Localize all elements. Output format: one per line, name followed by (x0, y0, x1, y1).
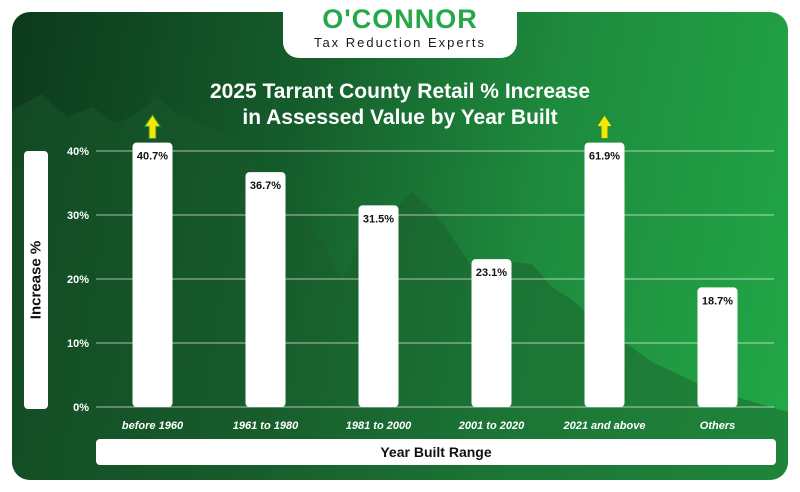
brand-logo: O'CONNOR Tax Reduction Experts (283, 0, 517, 58)
y-tick-label: 30% (67, 210, 89, 222)
data-label: 36.7% (250, 180, 281, 192)
y-tick-label: 10% (67, 338, 89, 350)
x-axis-label-background (96, 439, 776, 465)
bar (697, 287, 738, 407)
y-tick-label: 40% (67, 146, 89, 158)
y-tick-label: 0% (73, 402, 89, 414)
x-tick-label: before 1960 (122, 420, 184, 432)
data-label: 23.1% (476, 267, 507, 279)
x-axis-label: Year Built Range (380, 444, 492, 460)
data-label: 31.5% (363, 213, 394, 225)
y-tick-label: 20% (67, 274, 89, 286)
bar (471, 259, 512, 407)
x-tick-label: Others (700, 420, 735, 432)
x-tick-label: 2021 and above (563, 420, 646, 432)
bar (584, 142, 625, 407)
x-tick-label: 2001 to 2020 (458, 420, 525, 432)
bar (358, 205, 399, 407)
data-label: 18.7% (702, 295, 733, 307)
data-label: 40.7% (137, 151, 168, 163)
x-tick-label: 1961 to 1980 (233, 420, 299, 432)
logo-wordmark: O'CONNOR (322, 4, 478, 34)
arrow-up-icon (143, 113, 162, 140)
arrow-up-icon (595, 113, 614, 140)
data-label: 61.9% (589, 151, 620, 163)
chart-title-line-2: in Assessed Value by Year Built (242, 106, 558, 129)
chart-title-line-1: 2025 Tarrant County Retail % Increase (209, 80, 591, 103)
bar (245, 172, 286, 407)
y-axis-label-background (24, 151, 48, 409)
bar (132, 142, 173, 407)
x-tick-label: 1981 to 2000 (346, 420, 412, 432)
logo-tagline: Tax Reduction Experts (313, 35, 487, 50)
